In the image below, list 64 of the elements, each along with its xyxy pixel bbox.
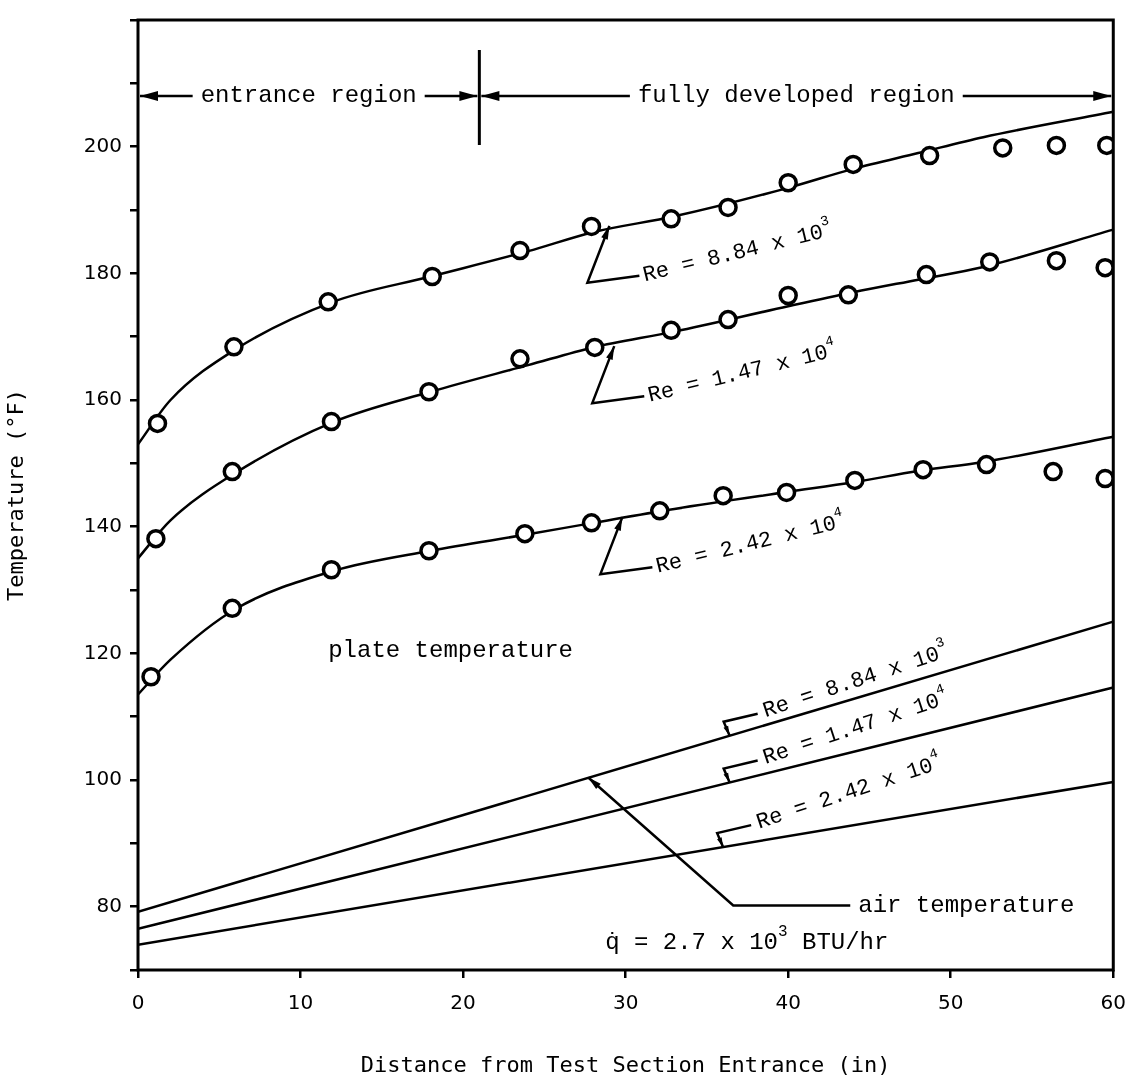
- y-tick-label: 180: [83, 259, 122, 284]
- point: [650, 501, 670, 521]
- annotation: Re = 8.84 x 103: [640, 212, 831, 289]
- point: [661, 320, 681, 341]
- x-tick-label: 40: [775, 990, 801, 1015]
- point: [913, 459, 933, 480]
- x-tick-label: 0: [131, 990, 145, 1015]
- annotation: Re = 2.42 x 104: [653, 503, 844, 580]
- annotation: entrance region: [200, 82, 417, 110]
- point: [976, 454, 997, 475]
- annotation: Re = 1.47 x 104: [645, 332, 836, 409]
- point: [419, 382, 439, 402]
- point: [515, 523, 535, 544]
- y-tick-label: 200: [83, 132, 122, 157]
- point: [146, 528, 166, 549]
- x-tick-label: 20: [450, 990, 476, 1015]
- point: [843, 154, 863, 175]
- y-tick-label: 140: [83, 512, 122, 537]
- point: [510, 349, 530, 369]
- point: [916, 264, 937, 285]
- point: [321, 559, 342, 580]
- point: [321, 411, 342, 432]
- y-tick-label: 120: [83, 639, 122, 664]
- point: [778, 285, 798, 306]
- x-tick-label: 50: [938, 990, 964, 1015]
- annotation: fully developed region: [637, 82, 955, 110]
- y-tick-label: 100: [83, 766, 122, 791]
- point: [838, 285, 859, 305]
- annotation: plate temperature: [328, 637, 574, 665]
- x-tick-label: 60: [1100, 990, 1126, 1015]
- y-tick-label: 80: [96, 892, 122, 917]
- x-tick-label: 10: [287, 990, 314, 1015]
- point: [147, 413, 168, 434]
- point: [419, 540, 439, 561]
- annotation: air temperature: [858, 891, 1075, 919]
- point: [661, 209, 681, 229]
- point: [718, 197, 738, 218]
- point: [222, 461, 243, 482]
- point: [1043, 461, 1063, 482]
- y-tick-label: 160: [83, 386, 122, 411]
- point: [1095, 257, 1114, 278]
- point: [778, 173, 798, 193]
- point: [422, 266, 442, 287]
- point: [845, 470, 865, 491]
- point: [1046, 135, 1067, 156]
- point: [510, 240, 530, 261]
- point: [1046, 250, 1067, 271]
- point: [318, 292, 338, 312]
- point: [1095, 468, 1114, 489]
- point: [224, 337, 244, 357]
- point: [919, 145, 940, 166]
- point: [979, 252, 1000, 272]
- point: [222, 598, 243, 619]
- point: [141, 667, 161, 687]
- point: [776, 482, 797, 503]
- x-tick-label: 30: [612, 990, 639, 1015]
- point: [992, 138, 1013, 158]
- point: [581, 513, 602, 533]
- point: [581, 216, 602, 237]
- x-axis-title: Distance from Test Section Entrance (in): [360, 1051, 891, 1077]
- point: [585, 337, 605, 358]
- point: [718, 309, 738, 330]
- point: [713, 485, 733, 506]
- y-axis-title: Temperature (°F): [2, 389, 28, 601]
